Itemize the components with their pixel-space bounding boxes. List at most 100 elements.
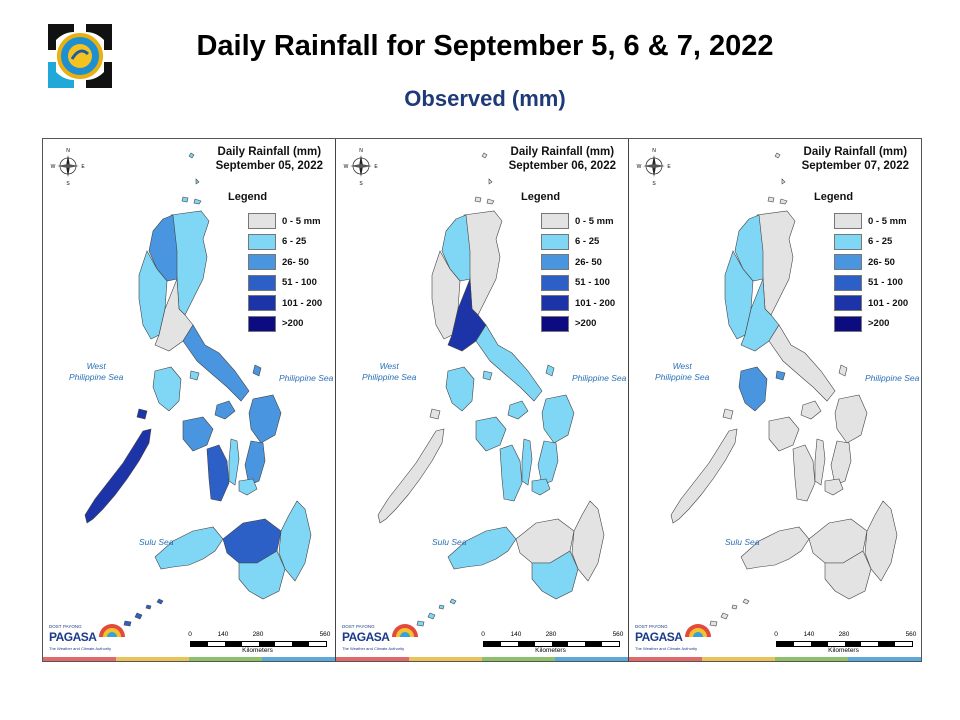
compass-n: N [359, 148, 363, 154]
legend-swatch [541, 315, 569, 332]
scale-tick: 280 [838, 631, 850, 638]
legend-label: 6 - 25 [282, 236, 307, 248]
legend-swatch [248, 233, 276, 250]
region-mindanao-south [824, 550, 872, 600]
compass-s: S [359, 181, 363, 187]
map-panel: N S W E [336, 139, 629, 661]
island-catanduanes [252, 364, 262, 377]
island-calamian [429, 408, 441, 420]
island-babuyan [767, 196, 788, 205]
legend-swatch [248, 295, 276, 312]
legend-item: 101 - 200 [834, 293, 908, 314]
brand-tagline: The Weather and Climate Authority [49, 646, 112, 651]
legend-label: 101 - 200 [282, 297, 323, 309]
west-sea-label: West [672, 361, 692, 371]
island-sulu [416, 598, 457, 627]
map-heading: Daily Rainfall (mm) [217, 146, 322, 158]
island-marinduque [189, 370, 200, 381]
pagasa-brand: DOST PAYONG PAGASA The Weather and Clima… [635, 621, 715, 659]
legend-label: >200 [282, 318, 304, 330]
island-palawan [670, 428, 738, 524]
color-strip-segment [189, 657, 262, 661]
scale-tick: 280 [252, 631, 264, 638]
legend-item: >200 [248, 314, 322, 335]
scale-tick: 0 [774, 631, 778, 638]
legend-label: 51 - 100 [868, 277, 903, 289]
region-bicol [768, 324, 836, 402]
region-mindanao-south [238, 550, 286, 600]
compass-w: W [344, 164, 349, 170]
legend-swatch [834, 274, 862, 291]
scale-bar: 0 140 280 560 Kilometers [185, 631, 330, 654]
compass-e: E [374, 164, 378, 170]
legend-title: Legend [521, 191, 561, 203]
sulu-sea-label: Sulu Sea [432, 537, 467, 547]
color-strip-segment [555, 657, 628, 661]
legend-swatch [248, 315, 276, 332]
brand-name: PAGASA [49, 630, 97, 644]
legend-item: 0 - 5 mm [248, 211, 322, 232]
island-bohol [238, 478, 258, 496]
scale-unit: Kilometers [535, 647, 566, 654]
brand-tagline: The Weather and Climate Authority [342, 646, 405, 651]
island-batanes [774, 152, 786, 185]
scale-unit: Kilometers [242, 647, 273, 654]
pagasa-brand: DOST PAYONG PAGASA The Weather and Clima… [342, 621, 422, 659]
island-batanes [481, 152, 493, 185]
compass-s: S [652, 181, 656, 187]
map-date: September 07, 2022 [801, 160, 909, 172]
region-mindanao-west [447, 526, 517, 570]
color-strip-segment [336, 657, 409, 661]
island-mindoro [738, 366, 768, 412]
island-negros [499, 444, 523, 502]
legend-swatch [541, 233, 569, 250]
legend-title: Legend [228, 191, 268, 203]
legend-item: 6 - 25 [834, 232, 908, 253]
compass-s: S [66, 181, 70, 187]
legend-label: 51 - 100 [575, 277, 610, 289]
legend-item: 0 - 5 mm [541, 211, 615, 232]
brand-top: PAYONG [649, 624, 668, 629]
brand-tagline: The Weather and Climate Authority [635, 646, 698, 651]
legend-item: 51 - 100 [834, 273, 908, 294]
pagasa-seal-icon [48, 24, 112, 88]
island-bohol [824, 478, 844, 496]
legend-label: >200 [868, 318, 890, 330]
map-legend: Legend 0 - 5 mm 6 - 25 26- 50 51 - 100 101 -… [521, 191, 615, 335]
brand-top: PAYONG [63, 624, 82, 629]
island-samar [248, 394, 282, 444]
island-bohol [531, 478, 551, 496]
island-panay [182, 416, 214, 452]
legend-label: 26- 50 [868, 256, 895, 268]
island-samar [834, 394, 868, 444]
legend-label: 0 - 5 mm [868, 215, 907, 227]
compass-e: E [81, 164, 85, 170]
legend-item: 6 - 25 [541, 232, 615, 253]
map-panel: N S W E [43, 139, 336, 661]
island-calamian [722, 408, 734, 420]
legend-item: >200 [541, 314, 615, 335]
philippines-map: N S W E [51, 148, 312, 627]
scale-tick: 560 [319, 631, 331, 638]
color-strip-segment [482, 657, 555, 661]
brand-name: PAGASA [635, 630, 683, 644]
philippines-map: N S W E [344, 148, 605, 627]
scale-bar: 0 140 280 560 Kilometers [478, 631, 623, 654]
scale-tick: 280 [545, 631, 557, 638]
legend-item: >200 [834, 314, 908, 335]
rainbow-umbrella-icon [685, 624, 711, 637]
region-mindanao-east [571, 500, 605, 582]
scale-bar: 0 140 280 560 Kilometers [771, 631, 916, 654]
island-leyte [244, 440, 266, 486]
legend-item: 26- 50 [834, 252, 908, 273]
island-panay [475, 416, 507, 452]
map-date: September 06, 2022 [508, 160, 616, 172]
map-heading: Daily Rainfall (mm) [803, 146, 908, 158]
brand-small: DOST [635, 624, 648, 629]
region-luzon-west [138, 250, 168, 340]
region-bicol [182, 324, 250, 402]
legend-label: 0 - 5 mm [575, 215, 614, 227]
island-marinduque [775, 370, 786, 381]
region-bicol [475, 324, 543, 402]
color-strip-segment [702, 657, 775, 661]
